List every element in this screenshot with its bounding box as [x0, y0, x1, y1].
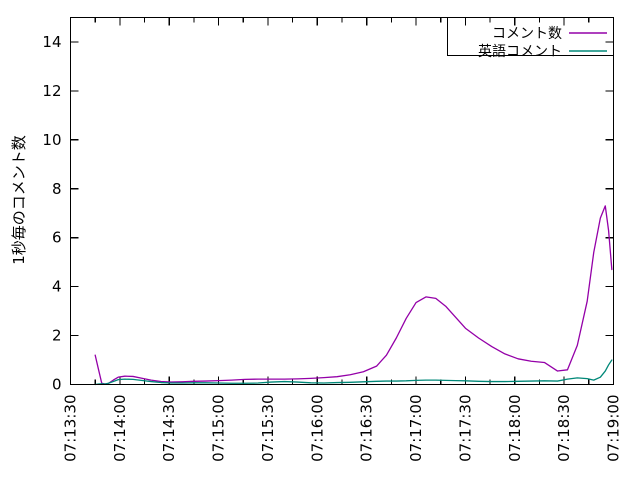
x-tick-label: 07:19:00: [605, 395, 623, 462]
x-tick-label: 07:16:00: [308, 395, 326, 462]
y-axis-label-text: 1秒毎のコメント数: [10, 135, 28, 265]
y-axis-label: 1秒毎のコメント数: [10, 135, 28, 265]
y-tick-label: 2: [52, 327, 62, 345]
x-axis-tick-labels: 07:13:30 07:14:00 07:14:30 07:15:00 07:15:30…: [62, 395, 623, 462]
y-axis-tick-labels: 0 2 4 6 8 10 12 14: [42, 33, 61, 394]
y-tick-label: 0: [52, 376, 62, 394]
x-tick-label: 07:14:00: [111, 395, 129, 462]
y-tick-label: 10: [42, 131, 61, 149]
x-tick-label: 07:15:00: [210, 395, 228, 462]
plot-frame: [69, 16, 615, 386]
x-tick-label: 07:17:30: [456, 395, 474, 462]
series-line-english-comment: [94, 359, 613, 386]
x-tick-label: 07:17:00: [407, 395, 425, 462]
x-tick-label: 07:14:30: [160, 395, 178, 462]
x-tick-label: 07:18:30: [555, 395, 573, 462]
legend-label-english-comment: 英語コメント: [478, 43, 562, 60]
x-tick-label: 07:18:00: [506, 395, 524, 462]
legend-label-comment-count: コメント数: [492, 26, 562, 42]
x-tick-label: 07:15:30: [259, 395, 277, 462]
y-tick-label: 14: [42, 33, 61, 51]
series-line-comment-count: [94, 205, 613, 385]
legend-border: [446, 16, 615, 57]
y-tick-label: 8: [52, 180, 62, 198]
y-tick-label: 4: [52, 278, 62, 296]
y-tick-label: 12: [42, 82, 61, 100]
y-tick-label: 6: [52, 229, 62, 247]
x-tick-label: 07:13:30: [62, 395, 80, 462]
x-tick-label: 07:16:30: [358, 395, 376, 462]
data-series-group: [94, 205, 613, 386]
